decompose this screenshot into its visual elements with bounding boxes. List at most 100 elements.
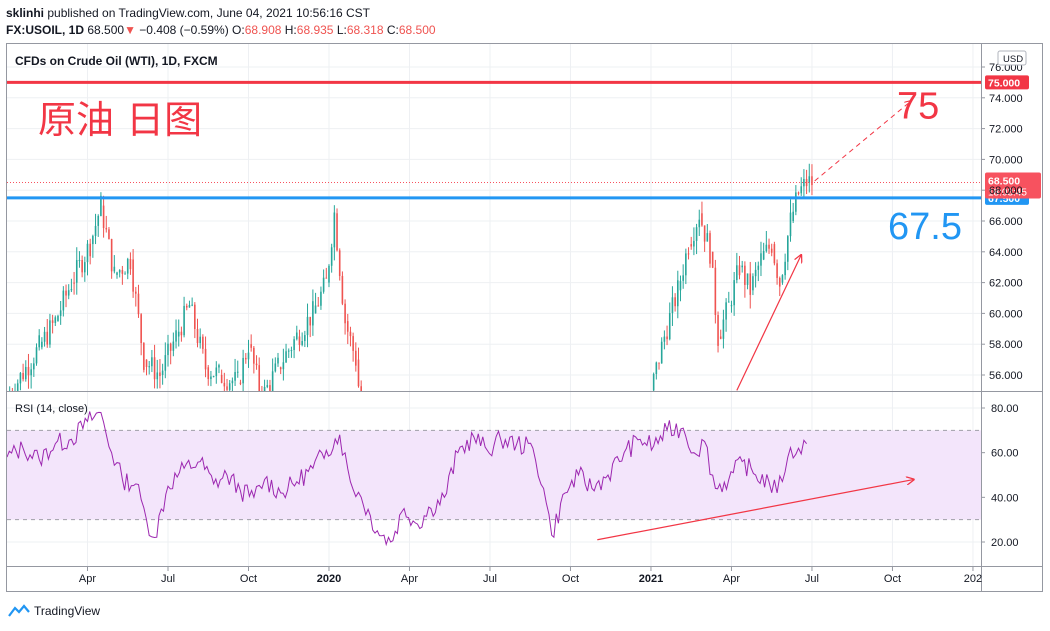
candle (346, 313, 349, 345)
candle-body (228, 383, 231, 390)
candle-body (703, 225, 706, 242)
candle-body (156, 372, 159, 380)
time-tick-label: Apr (79, 573, 96, 585)
candle (67, 284, 70, 300)
candle (199, 328, 201, 349)
candle (671, 286, 674, 326)
candle (333, 205, 336, 261)
high-label: H: (284, 23, 297, 37)
level-axis-badge (985, 75, 1029, 90)
candle-body (100, 195, 102, 216)
candle (212, 375, 215, 378)
candle (196, 318, 199, 348)
candle-body (676, 280, 679, 307)
time-tick-label: Jul (805, 573, 819, 585)
candle (84, 256, 86, 282)
candle (118, 269, 121, 278)
candle (94, 213, 97, 245)
candle (693, 227, 695, 256)
candle-body (805, 178, 808, 187)
candle (682, 264, 684, 289)
candle (652, 372, 655, 391)
candle-body (183, 305, 185, 336)
candle (298, 329, 301, 352)
candle-body (666, 336, 668, 340)
down-arrow-icon: ▼ (124, 23, 136, 37)
candle (11, 387, 13, 391)
candle-body (24, 366, 27, 380)
candle-body (132, 259, 134, 292)
candle (754, 262, 757, 288)
candle (304, 330, 306, 348)
candle-body (204, 348, 207, 370)
candle (757, 261, 760, 282)
candle-body (717, 315, 719, 346)
candle (685, 248, 687, 285)
candle-body (682, 275, 684, 281)
candle-body (253, 347, 255, 364)
candle (116, 271, 118, 279)
price-axis: 76.00074.00072.00070.00068.00066.00064.0… (981, 62, 1023, 382)
candle (787, 235, 789, 271)
candle (89, 238, 91, 265)
candle (658, 362, 660, 370)
candle (247, 339, 250, 368)
candle (239, 379, 242, 386)
last-price-badge-bg (985, 172, 1041, 199)
candle (322, 269, 325, 294)
candle (59, 300, 62, 325)
publisher-name[interactable]: sklinhi (6, 6, 45, 20)
candle (328, 264, 330, 288)
candle-body (14, 396, 16, 397)
candle (126, 257, 129, 280)
candle-body (215, 367, 218, 377)
candle-body (113, 266, 116, 272)
candle (805, 169, 808, 195)
last-price: 68.500 (87, 23, 125, 37)
candle (717, 311, 719, 353)
candle-body (153, 357, 156, 380)
candle-body (768, 244, 770, 249)
candle (676, 270, 679, 319)
candle-body (279, 367, 282, 370)
candle-body (102, 205, 105, 228)
candle-body (218, 365, 220, 368)
candle (762, 242, 765, 261)
price-tick-label: 60.000 (989, 308, 1023, 320)
time-tick-label: Jul (161, 573, 175, 585)
candle-body (261, 391, 263, 407)
footer-brand[interactable]: TradingView (34, 604, 101, 618)
candle-body (223, 382, 226, 387)
candle-body (118, 270, 121, 273)
candle (9, 386, 11, 391)
published-text: published on TradingView.com, June 04, 2… (44, 6, 371, 20)
candle-body (655, 362, 658, 375)
rsi-tick-label: 20.00 (991, 537, 1019, 549)
chart-title: CFDs on Crude Oil (WTI), 1D, FXCM (15, 54, 218, 68)
candle (35, 343, 38, 366)
candle-body (180, 331, 183, 336)
candle (290, 346, 293, 358)
trend-arrow-price (736, 255, 801, 391)
target-75-label: 75 (897, 85, 939, 127)
candle (121, 265, 124, 285)
candle (266, 379, 269, 389)
candle-body (185, 305, 188, 308)
candle-body (341, 275, 344, 304)
candle-body (295, 332, 298, 340)
candle-body (169, 343, 172, 351)
candle-body (652, 374, 655, 391)
candle (701, 201, 703, 227)
candle-body (108, 229, 110, 240)
candle-body (266, 385, 269, 387)
candle-body (199, 336, 201, 344)
candle-body (749, 273, 752, 295)
candle (668, 302, 671, 341)
chart-frame (6, 43, 1043, 592)
candle (357, 347, 360, 388)
candle-body (762, 251, 765, 260)
candle (811, 164, 813, 196)
candle-body (269, 385, 271, 391)
currency-badge-box (997, 50, 1027, 66)
